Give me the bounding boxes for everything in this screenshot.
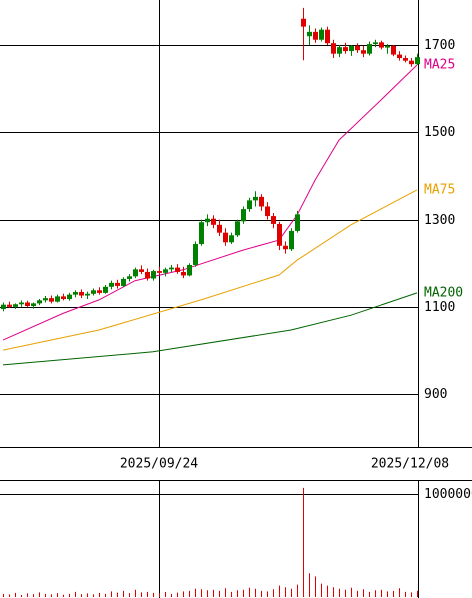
y-tick-label: 900 <box>424 387 447 402</box>
candle-body <box>355 45 360 51</box>
candle-body <box>379 42 384 48</box>
candle-body <box>1 304 6 310</box>
candle-body <box>97 290 102 293</box>
candle-body <box>103 286 108 293</box>
x-tick-label: 2025/12/08 <box>371 457 449 472</box>
candle-body <box>415 57 420 65</box>
candle-body <box>271 216 276 224</box>
candle-body <box>49 298 54 302</box>
candle-body <box>199 222 204 245</box>
candle-body <box>187 264 192 276</box>
candle-body <box>373 42 378 45</box>
ma-line <box>2 189 418 351</box>
candle-body <box>397 54 402 59</box>
candle-body <box>73 292 78 295</box>
candle-body <box>7 304 12 307</box>
candle-body <box>283 245 288 250</box>
candle-body <box>37 300 42 304</box>
candle-body <box>235 221 240 236</box>
candle-body <box>289 230 294 250</box>
candle-body <box>157 271 162 273</box>
candle-body <box>19 302 24 305</box>
candle-body <box>361 50 366 54</box>
candle-body <box>295 214 300 231</box>
y-tick-label: 1300 <box>424 213 455 228</box>
candle-body <box>391 45 396 55</box>
candle-body <box>109 282 114 287</box>
candle-body <box>331 43 336 54</box>
candle-body <box>217 224 222 233</box>
legend-label: MA75 <box>424 182 455 197</box>
candle-body <box>13 304 18 307</box>
y-tick-label: 1500 <box>424 125 455 140</box>
candle-body <box>67 294 72 300</box>
candle-body <box>163 269 168 273</box>
candle-body <box>319 29 324 40</box>
ma-line <box>2 292 418 366</box>
legend-label: MA25 <box>424 58 455 73</box>
candle-body <box>367 44 372 54</box>
candle-body <box>127 276 132 279</box>
candle-body <box>79 292 84 296</box>
candle-body <box>301 18 306 27</box>
candle-body <box>277 223 282 246</box>
x-tick-label: 2025/09/24 <box>120 457 198 472</box>
candle-body <box>223 232 228 243</box>
candle-body <box>43 298 48 301</box>
candle-body <box>169 267 174 270</box>
candle-body <box>133 269 138 277</box>
legend-label: MA200 <box>424 285 463 300</box>
candle-body <box>325 29 330 44</box>
ma-line <box>2 64 418 341</box>
candle-body <box>145 271 150 279</box>
candle-body <box>343 47 348 52</box>
candle-body <box>211 218 216 225</box>
candle-body <box>229 235 234 243</box>
candle-body <box>247 200 252 210</box>
candle-body <box>193 244 198 265</box>
candle-body <box>121 278 126 286</box>
candle-body <box>175 267 180 272</box>
candle-body <box>61 296 66 300</box>
candle-body <box>181 271 186 276</box>
candle-body <box>139 269 144 272</box>
candle-body <box>253 196 258 201</box>
candle-body <box>403 58 408 61</box>
candle-body <box>349 45 354 52</box>
candle-body <box>241 209 246 222</box>
candle-body <box>205 218 210 223</box>
candle-body <box>25 302 30 307</box>
candle-body <box>265 206 270 217</box>
y-tick-label: 1700 <box>424 38 455 53</box>
candle-body <box>31 303 36 307</box>
candle-body <box>115 282 120 286</box>
candle-body <box>409 60 414 65</box>
candle-body <box>85 293 90 296</box>
candle-body <box>313 31 318 40</box>
candle-body <box>385 45 390 48</box>
candle-body <box>337 47 342 54</box>
candle-body <box>307 31 312 37</box>
candle-body <box>259 196 264 207</box>
candle-body <box>91 290 96 294</box>
y-tick-label: 1000000 <box>424 487 472 502</box>
y-tick-label: 1100 <box>424 300 455 315</box>
candle-body <box>55 296 60 302</box>
candle-body <box>151 271 156 279</box>
